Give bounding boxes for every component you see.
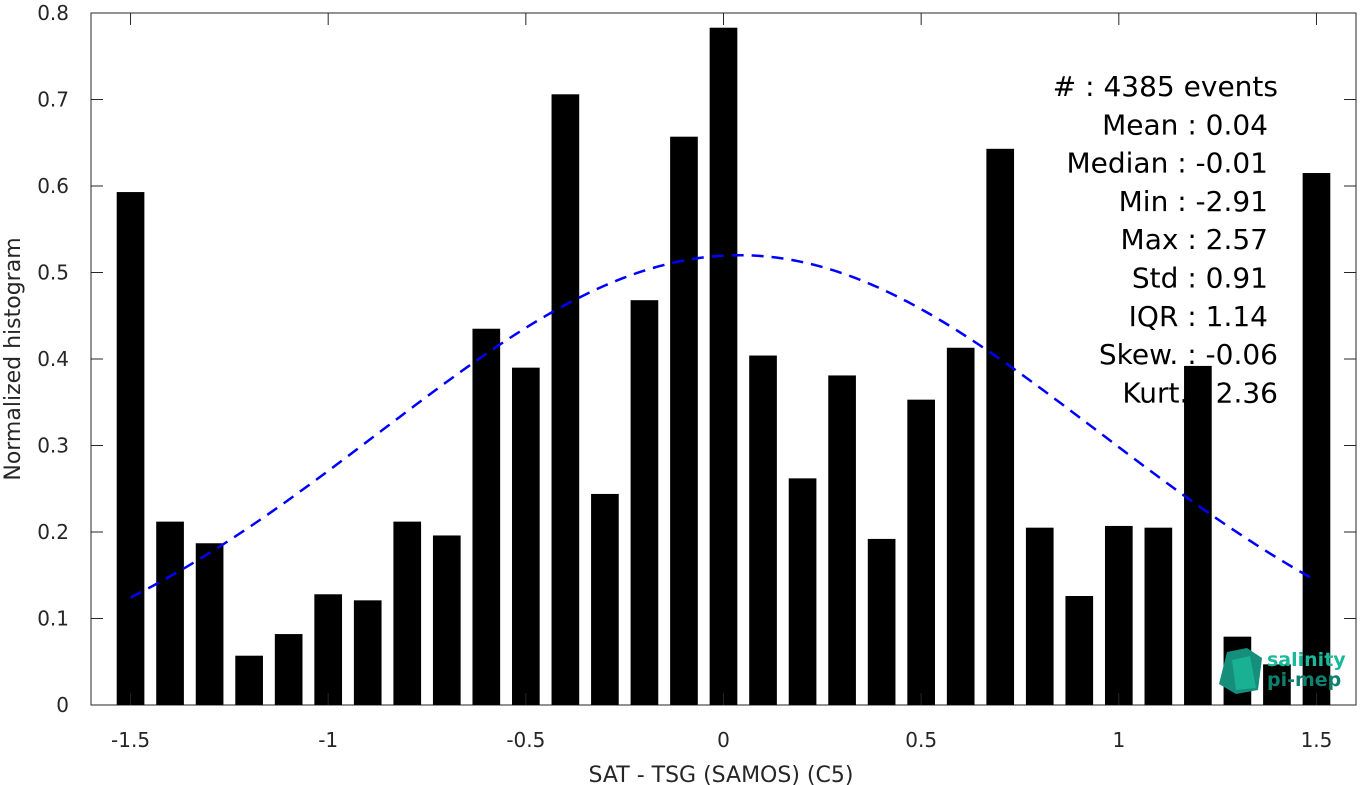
stat-line-0: # : 4385 events <box>1053 70 1278 103</box>
bar-11 <box>551 94 580 705</box>
bar-30 <box>1302 173 1331 705</box>
bar-25 <box>1104 525 1133 705</box>
bar-16 <box>749 355 777 705</box>
logo-line2: pi-mep <box>1267 669 1341 691</box>
y-tick-label-2: 0.2 <box>37 520 69 544</box>
bar-14 <box>670 136 698 705</box>
y-tick-label-0: 0 <box>56 693 69 717</box>
y-tick-label-4: 0.4 <box>37 347 69 371</box>
bar-23 <box>1025 527 1054 705</box>
bar-12 <box>591 493 619 705</box>
bar-20 <box>907 399 935 705</box>
x-tick-label-4: 0.5 <box>905 728 937 752</box>
bar-13 <box>630 300 659 705</box>
axis-ticks: -1.5 -1 -0.5 0 0.5 1 1.5 0 0.1 0.2 0.3 0.4 0.5 0.6 0.7… <box>37 1 1356 752</box>
y-tick-label-7: 0.7 <box>37 88 69 112</box>
bar-29 <box>1263 664 1291 705</box>
stat-line-8: Kurt. : 2.36 <box>1122 376 1278 409</box>
x-tick-label-5: 1 <box>1112 728 1125 752</box>
salinity-pimep-logo: salinity pi-mep <box>1219 648 1346 694</box>
x-tick-label-0: -1.5 <box>111 728 150 752</box>
stat-line-2: Median : -0.01 <box>1066 147 1268 180</box>
bar-21 <box>946 347 975 705</box>
bar-17 <box>788 478 817 705</box>
stat-line-7: Skew. : -0.06 <box>1099 338 1278 371</box>
y-axis-label: Normalized histogram <box>1 237 26 480</box>
y-tick-label-6: 0.6 <box>37 174 69 198</box>
fit-curve <box>129 253 1318 599</box>
x-tick-label-2: -0.5 <box>506 728 545 752</box>
y-tick-label-5: 0.5 <box>37 261 69 285</box>
x-tick-label-3: 0 <box>717 728 730 752</box>
y-tick-label-1: 0.1 <box>37 607 69 631</box>
bar-22 <box>986 148 1015 705</box>
stat-line-6: IQR : 1.14 <box>1129 300 1268 333</box>
bar-26 <box>1144 527 1173 705</box>
bar-0 <box>116 192 145 705</box>
logo-cube-face <box>1232 656 1256 690</box>
y-tick-label-8: 0.8 <box>37 1 69 25</box>
bar-9 <box>472 328 501 705</box>
y-tick-label-3: 0.3 <box>37 434 69 458</box>
x-tick-label-6: 1.5 <box>1301 728 1333 752</box>
bar-15 <box>709 27 738 705</box>
bar-27 <box>1184 365 1212 705</box>
stats-annotation: # : 4385 events Mean : 0.04 Median : -0.01… <box>1053 70 1278 409</box>
bar-1 <box>156 521 184 705</box>
bars-group <box>116 27 1331 705</box>
bar-19 <box>867 538 896 705</box>
logo-line1: salinity <box>1267 649 1346 671</box>
bar-5 <box>314 594 343 705</box>
bar-2 <box>195 543 224 705</box>
stat-line-4: Max : 2.57 <box>1121 223 1268 256</box>
bar-18 <box>828 375 856 705</box>
bar-10 <box>512 367 540 705</box>
bar-6 <box>353 600 382 705</box>
stat-line-5: Std : 0.91 <box>1132 262 1268 295</box>
x-axis-label: SAT - TSG (SAMOS) (C5) <box>589 763 854 785</box>
bar-24 <box>1065 596 1094 705</box>
bar-7 <box>393 521 422 705</box>
x-tick-label-1: -1 <box>318 728 338 752</box>
bar-8 <box>432 535 461 705</box>
stat-line-1: Mean : 0.04 <box>1102 108 1268 141</box>
bar-3 <box>235 655 263 705</box>
bar-4 <box>274 634 303 705</box>
stat-line-3: Min : -2.91 <box>1119 185 1268 218</box>
